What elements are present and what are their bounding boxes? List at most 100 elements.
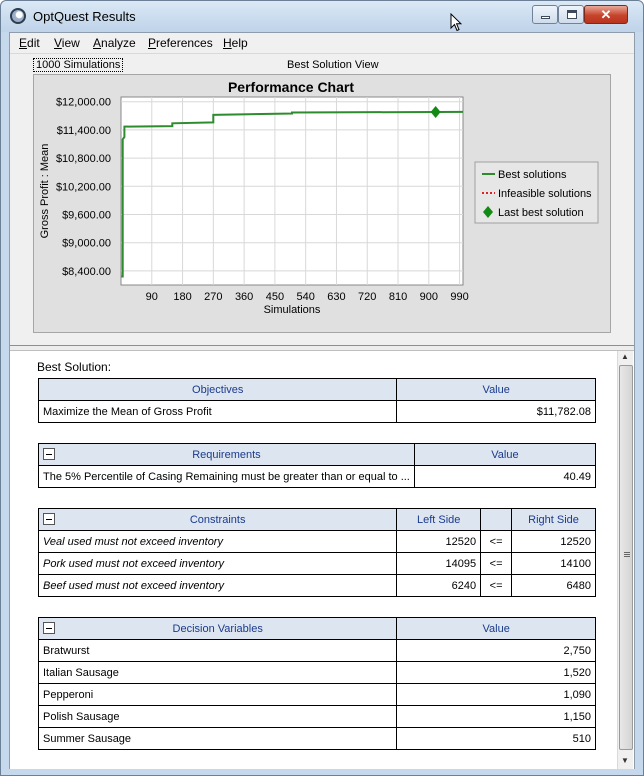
x-tick-label: 720 xyxy=(358,291,376,303)
chart-title: Performance Chart xyxy=(228,79,354,95)
table-row: Pork used must not exceed inventory 1409… xyxy=(37,552,596,575)
x-tick-label: 900 xyxy=(420,291,438,303)
objectives-header-row: Objectives Value xyxy=(37,378,596,401)
right-side-header: Right Side xyxy=(511,508,596,531)
menu-preferences[interactable]: Preferences xyxy=(148,36,213,50)
variable-value: 1,150 xyxy=(396,705,596,728)
requirements-header-row: Requirements Value xyxy=(38,443,597,466)
requirement-name: The 5% Percentile of Casing Remaining mu… xyxy=(38,465,415,488)
objectives-table: Objectives Value Maximize the Mean of Gr… xyxy=(37,378,596,423)
variable-name: Bratwurst xyxy=(37,639,398,662)
client-area: Edit View Analyze Preferences Help 1000 … xyxy=(9,32,635,769)
y-tick-label: $8,400.00 xyxy=(62,266,111,278)
legend-last-best-solution-swatch xyxy=(483,206,493,218)
left-side-header: Left Side xyxy=(396,508,482,531)
constraints-table: Constraints Left Side Right Side Veal us… xyxy=(37,508,596,597)
table-row: Veal used must not exceed inventory 1252… xyxy=(37,530,596,553)
simulations-count-selector[interactable]: 1000 Simulations xyxy=(33,58,124,72)
objectives-header: Objectives xyxy=(37,378,398,401)
x-tick-label: 810 xyxy=(389,291,407,303)
constraint-name: Veal used must not exceed inventory xyxy=(37,530,398,553)
table-row: Bratwurst 2,750 xyxy=(37,639,596,662)
y-tick-label: $9,600.00 xyxy=(62,210,111,222)
constraint-left-value: 14095 xyxy=(396,552,482,575)
menu-view[interactable]: View xyxy=(54,36,80,50)
menu-edit[interactable]: Edit xyxy=(19,36,40,50)
constraint-name: Beef used must not exceed inventory xyxy=(37,574,398,597)
results-pane: Best Solution: Objectives Value Maximize… xyxy=(10,351,634,769)
decision-variables-value-header: Value xyxy=(396,617,596,640)
constraint-operator: <= xyxy=(480,574,513,597)
scroll-grip-icon xyxy=(624,552,630,557)
window-title: OptQuest Results xyxy=(33,9,136,24)
x-tick-label: 630 xyxy=(327,291,345,303)
table-row: The 5% Percentile of Casing Remaining mu… xyxy=(38,465,597,488)
x-tick-label: 990 xyxy=(450,291,468,303)
legend-infeasible-solutions-label: Infeasible solutions xyxy=(498,188,592,200)
variable-value: 2,750 xyxy=(396,639,596,662)
chart-pane: 1000 Simulations Best Solution View Perf… xyxy=(10,53,634,369)
best-solution-label: Best Solution: xyxy=(37,360,112,374)
objective-name: Maximize the Mean of Gross Profit xyxy=(37,400,398,423)
menu-help[interactable]: Help xyxy=(223,36,248,50)
collapse-constraints-icon[interactable] xyxy=(43,513,55,525)
operator-header xyxy=(480,508,513,531)
maximize-icon xyxy=(567,10,577,19)
minimize-icon xyxy=(541,16,550,19)
constraint-left-value: 12520 xyxy=(396,530,482,553)
variable-name: Polish Sausage xyxy=(37,705,398,728)
legend-best-solutions-label: Best solutions xyxy=(498,169,567,181)
constraint-left-value: 6240 xyxy=(396,574,482,597)
title-bar[interactable]: OptQuest Results ✕ xyxy=(1,1,643,32)
constraint-name: Pork used must not exceed inventory xyxy=(37,552,398,575)
mouse-cursor-icon xyxy=(450,13,462,32)
table-row: Pepperoni 1,090 xyxy=(37,683,596,706)
optquest-app-icon xyxy=(10,8,26,24)
table-row: Maximize the Mean of Gross Profit $11,78… xyxy=(37,400,596,423)
view-mode-label: Best Solution View xyxy=(287,59,379,71)
table-row: Polish Sausage 1,150 xyxy=(37,705,596,728)
constraint-right-value: 6480 xyxy=(511,574,596,597)
decision-variables-header: Decision Variables xyxy=(37,617,398,640)
constraints-header-row: Constraints Left Side Right Side xyxy=(37,508,596,531)
variable-value: 510 xyxy=(396,727,596,750)
chart-legend xyxy=(474,161,599,224)
x-tick-label: 450 xyxy=(266,291,284,303)
collapse-decision-variables-icon[interactable] xyxy=(43,622,55,634)
requirements-table: Requirements Value The 5% Percentile of … xyxy=(38,443,597,488)
close-button[interactable]: ✕ xyxy=(584,5,628,24)
best-solutions-line xyxy=(121,110,464,278)
constraints-header: Constraints xyxy=(37,508,398,531)
objectives-value-header: Value xyxy=(396,378,596,401)
variable-name: Italian Sausage xyxy=(37,661,398,684)
constraint-operator: <= xyxy=(480,552,513,575)
constraint-right-value: 14100 xyxy=(511,552,596,575)
objective-value: $11,782.08 xyxy=(396,400,596,423)
constraint-right-value: 12520 xyxy=(511,530,596,553)
collapse-requirements-icon[interactable] xyxy=(43,448,55,460)
table-row: Summer Sausage 510 xyxy=(37,727,596,750)
vertical-scrollbar[interactable]: ▲ ▼ xyxy=(617,351,633,769)
decision-variables-table: Decision Variables Value Bratwurst 2,750… xyxy=(37,617,596,750)
requirements-value-header: Value xyxy=(413,443,597,466)
requirements-header: Requirements xyxy=(38,443,415,466)
plot-area xyxy=(120,96,464,286)
scroll-down-arrow-icon[interactable]: ▼ xyxy=(621,756,629,765)
decision-variables-header-row: Decision Variables Value xyxy=(37,617,596,640)
x-tick-label: 90 xyxy=(146,291,158,303)
variable-value: 1,520 xyxy=(396,661,596,684)
minimize-button[interactable] xyxy=(532,5,558,24)
variable-name: Pepperoni xyxy=(37,683,398,706)
y-tick-label: $9,000.00 xyxy=(62,238,111,250)
maximize-button[interactable] xyxy=(558,5,584,24)
performance-chart-panel: Performance Chart $8,400.00 $9,000.00 $9,60… xyxy=(33,74,611,333)
x-tick-label: 360 xyxy=(235,291,253,303)
close-icon: ✕ xyxy=(600,7,612,22)
scrollbar-thumb[interactable] xyxy=(619,365,633,750)
variable-value: 1,090 xyxy=(396,683,596,706)
pane-splitter[interactable] xyxy=(10,345,634,351)
requirement-value: 40.49 xyxy=(413,465,597,488)
y-axis-label: Gross Profit : Mean xyxy=(39,144,51,239)
scroll-up-arrow-icon[interactable]: ▲ xyxy=(621,352,629,361)
menu-analyze[interactable]: Analyze xyxy=(93,36,136,50)
